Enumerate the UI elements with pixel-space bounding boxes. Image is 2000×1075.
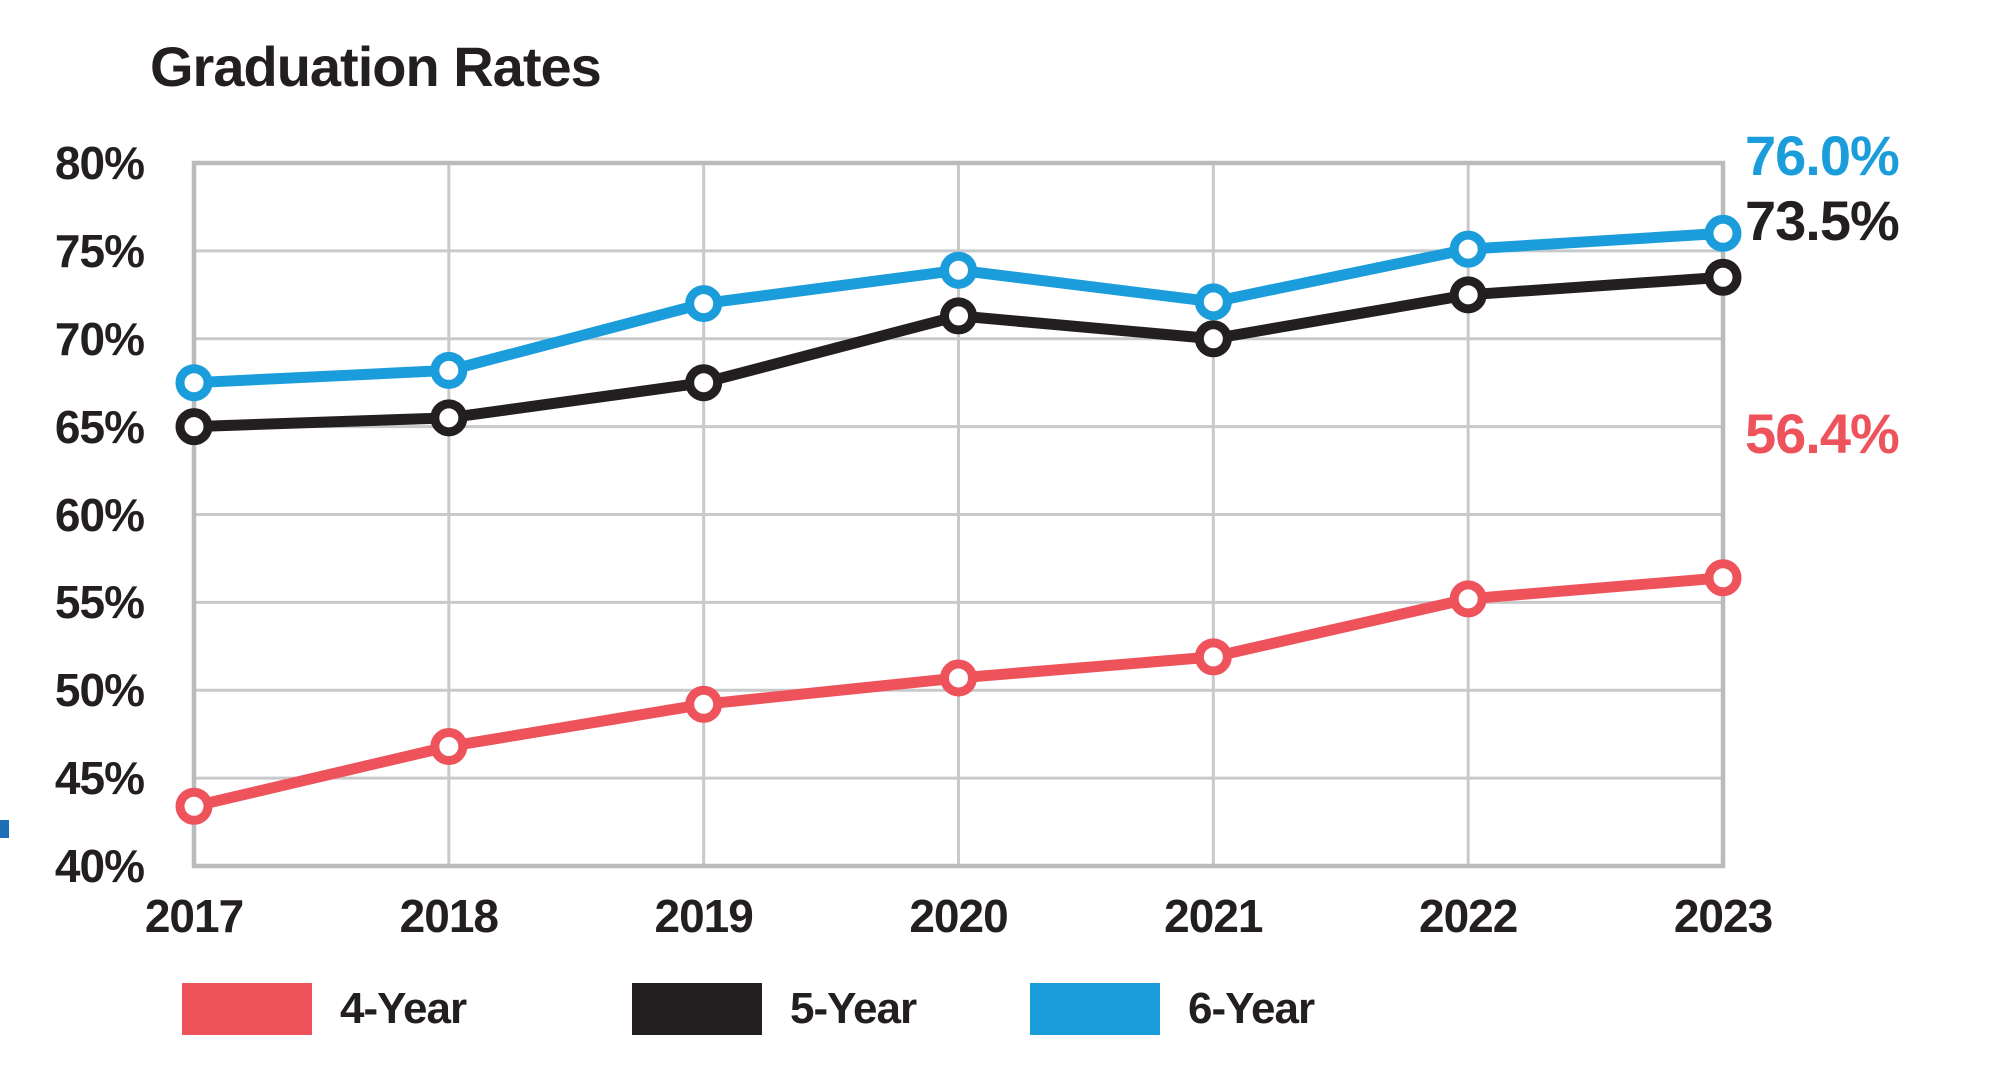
x-axis-tick-label-2019: 2019 <box>654 890 753 942</box>
x-axis-tick-label-2018: 2018 <box>399 890 499 942</box>
end-value-label-4-year: 56.4% <box>1745 402 1900 465</box>
x-axis-tick-label-2020: 2020 <box>909 890 1008 942</box>
legend-label-5-year: 5-Year <box>790 984 917 1033</box>
y-axis-tick-label-60: 60% <box>54 488 145 541</box>
legend-swatch-6-year <box>1030 983 1160 1035</box>
x-axis-tick-label-2022: 2022 <box>1418 890 1518 942</box>
y-axis-tick-label-80: 80% <box>54 137 145 189</box>
x-axis-tick-label-2021: 2021 <box>1164 890 1263 942</box>
x-axis-tick-label-2023: 2023 <box>1673 890 1773 942</box>
y-axis-tick-label-55: 55% <box>54 576 145 629</box>
end-value-label-5-year: 73.5% <box>1745 189 1900 252</box>
legend-label-6-year: 6-Year <box>1188 984 1315 1033</box>
legend-label-4-year: 4-Year <box>340 984 467 1033</box>
legend-swatch-4-year <box>182 983 312 1035</box>
y-axis-tick-label-45: 45% <box>54 752 145 805</box>
y-axis-tick-label-65: 65% <box>54 400 145 453</box>
end-value-label-6-year: 76.0% <box>1745 124 1900 187</box>
y-axis-tick-label-50: 50% <box>54 664 145 717</box>
legend-swatch-5-year <box>632 983 762 1035</box>
y-axis-tick-label-40: 40% <box>54 840 145 892</box>
y-axis-tick-label-75: 75% <box>54 224 145 277</box>
chart-title: Graduation Rates <box>150 35 602 98</box>
y-axis-tick-label-70: 70% <box>54 312 145 365</box>
edge-artifact <box>0 820 9 838</box>
x-axis-tick-label-2017: 2017 <box>144 890 244 942</box>
